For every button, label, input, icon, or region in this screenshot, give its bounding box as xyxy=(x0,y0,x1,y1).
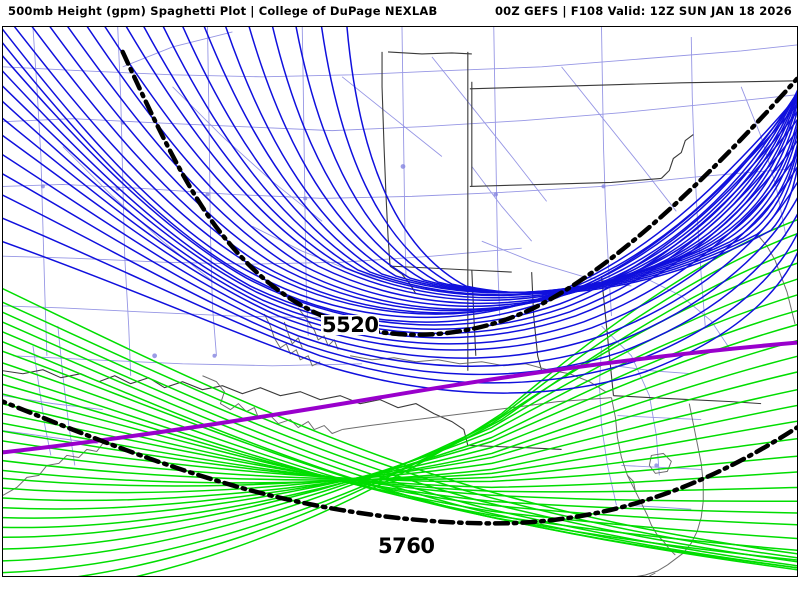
contour-extra-purple xyxy=(3,340,797,455)
source-text: College of DuPage NEXLAB xyxy=(258,4,438,18)
contour-members-5520 xyxy=(3,27,797,394)
mean-line-5760 xyxy=(3,399,797,526)
header-separator-1: | xyxy=(250,4,255,18)
contour-label-5520: 5520 xyxy=(321,313,380,337)
forecast-valid-text: F108 Valid: 12Z SUN JAN 18 2026 xyxy=(570,4,792,18)
model-cycle-text: 00Z GEFS xyxy=(494,4,559,18)
map-frame[interactable]: 5520 5760 xyxy=(2,26,798,577)
map-canvas[interactable] xyxy=(3,27,797,576)
product-title-text: 500mb Height (gpm) Spaghetti Plot xyxy=(8,4,247,18)
header-separator-2: | xyxy=(562,4,567,18)
header-right-title: 00Z GEFS | F108 Valid: 12Z SUN JAN 18 2026 xyxy=(495,4,792,18)
contour-label-5760: 5760 xyxy=(377,534,436,558)
header-left-title: 500mb Height (gpm) Spaghetti Plot | Colleg… xyxy=(8,4,437,18)
plot-header: 500mb Height (gpm) Spaghetti Plot | Colleg… xyxy=(0,0,800,25)
